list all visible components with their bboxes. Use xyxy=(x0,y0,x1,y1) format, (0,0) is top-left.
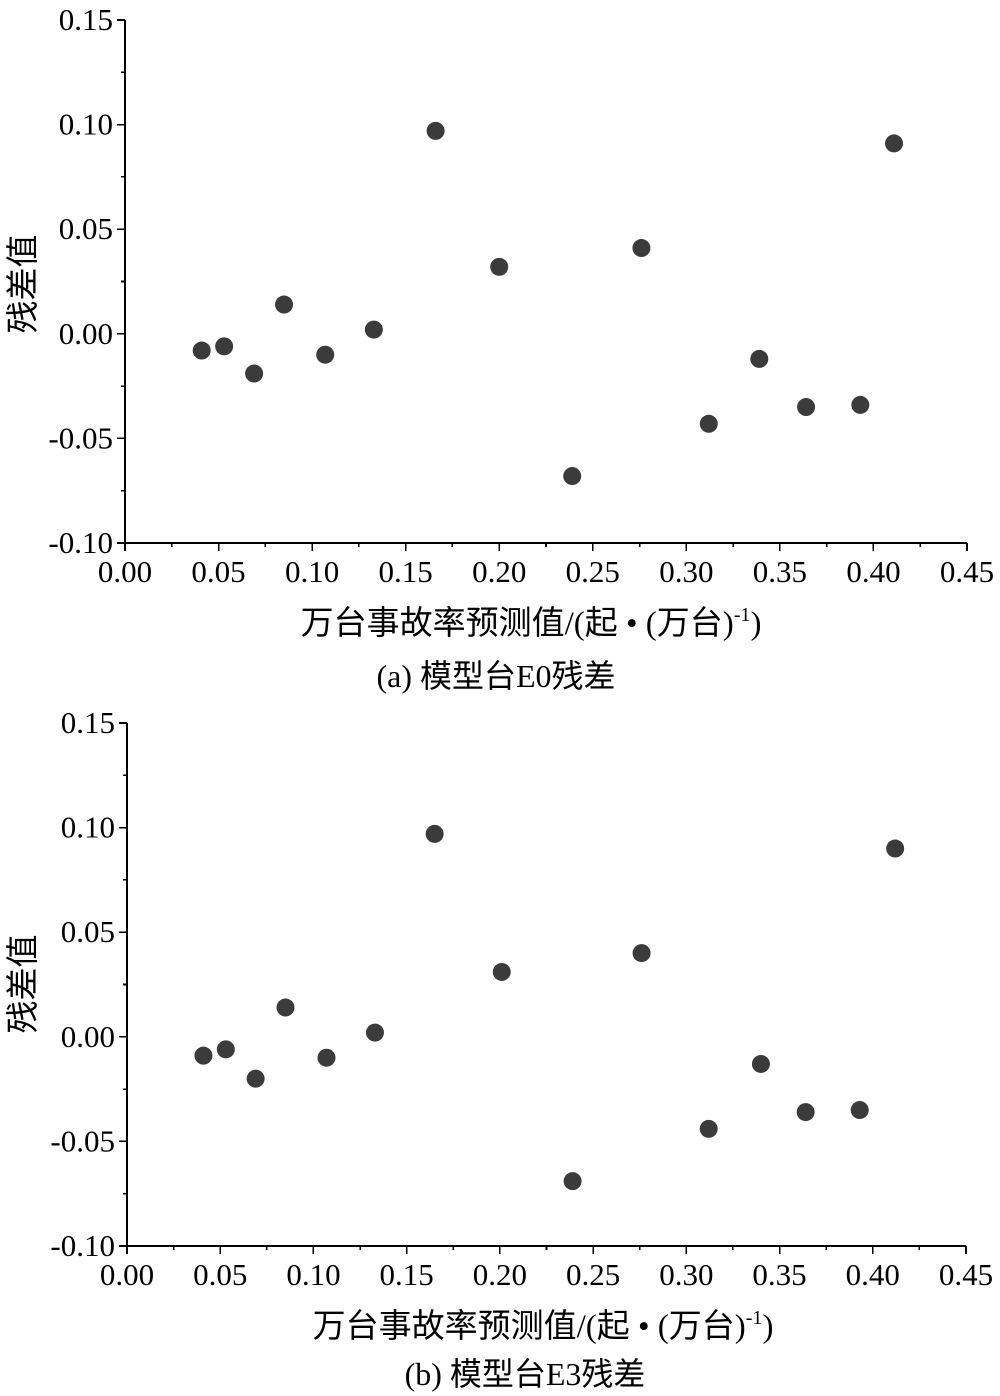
x-tick-label: 0.00 xyxy=(98,554,152,589)
y-tick-label: -0.10 xyxy=(50,1228,115,1263)
data-point xyxy=(563,1172,582,1191)
x-tick-label: 0.20 xyxy=(473,1257,527,1292)
x-tick-label: 0.10 xyxy=(285,554,339,589)
x-axis-label: 万台事故率预测值/(起 • (万台)-1) xyxy=(313,1307,774,1345)
x-axis-label-suffix: ) xyxy=(762,1309,773,1345)
y-tick-label: 0.15 xyxy=(59,2,113,37)
x-axis-label-main: 万台事故率预测值/(起 • (万台) xyxy=(301,605,734,642)
data-point xyxy=(632,944,651,963)
data-point xyxy=(425,824,444,843)
x-axis-label: 万台事故率预测值/(起 • (万台)-1) xyxy=(301,604,762,642)
data-point xyxy=(426,121,445,140)
x-axis-label-suffix: ) xyxy=(750,606,761,642)
x-axis-label-superscript: -1 xyxy=(746,1307,763,1329)
y-tick-label: -0.10 xyxy=(48,525,113,560)
x-tick-label: 0.00 xyxy=(100,1257,154,1292)
x-tick-label: 0.15 xyxy=(379,554,433,589)
x-tick-label: 0.05 xyxy=(191,554,245,589)
data-point xyxy=(850,1101,869,1120)
data-point xyxy=(194,1046,213,1065)
x-axis-label-superscript: -1 xyxy=(734,604,751,626)
y-tick-label: 0.10 xyxy=(61,810,115,845)
x-tick-label: 0.40 xyxy=(846,554,900,589)
data-point xyxy=(215,337,234,356)
y-tick-label: 0.00 xyxy=(59,316,113,351)
x-tick-label: 0.30 xyxy=(659,1257,713,1292)
data-point xyxy=(886,839,905,858)
y-axis-label: 残差值 xyxy=(5,935,42,1034)
x-tick-label: 0.35 xyxy=(752,1257,806,1292)
data-point xyxy=(885,134,904,153)
y-tick-label: 0.05 xyxy=(59,211,113,246)
x-tick-label: 0.30 xyxy=(659,554,713,589)
x-tick-label: 0.10 xyxy=(286,1257,340,1292)
x-tick-label: 0.20 xyxy=(472,554,526,589)
x-tick-label: 0.25 xyxy=(566,1257,620,1292)
x-tick-label: 0.45 xyxy=(939,1257,993,1292)
data-point xyxy=(317,1048,336,1067)
data-point xyxy=(276,998,295,1017)
data-point xyxy=(699,414,718,433)
data-point xyxy=(365,1023,384,1042)
x-tick-label: 0.05 xyxy=(193,1257,247,1292)
y-axis-label: 残差值 xyxy=(5,235,42,334)
data-point xyxy=(699,1119,718,1138)
data-point xyxy=(492,962,511,981)
y-tick-label: -0.05 xyxy=(48,420,113,455)
x-tick-label: 0.40 xyxy=(846,1257,900,1292)
x-tick-label: 0.35 xyxy=(753,554,807,589)
data-point xyxy=(750,349,769,368)
data-point xyxy=(246,1069,265,1088)
x-tick-label: 0.15 xyxy=(380,1257,434,1292)
y-tick-label: -0.05 xyxy=(50,1123,115,1158)
chart-panel-a: -0.10 -0.05 0.00 0.05 0.10 0.15 0.00 0.05 0.10 0.… xyxy=(5,2,994,694)
data-point xyxy=(490,257,509,276)
data-point xyxy=(316,345,335,364)
y-tick-label: 0.00 xyxy=(61,1019,115,1054)
chart-caption: (b) 模型台E3残差 xyxy=(405,1356,646,1392)
data-point xyxy=(851,395,870,414)
data-point xyxy=(563,467,582,486)
chart-panel-b: -0.10 -0.05 0.00 0.05 0.10 0.15 0.00 0.05 0.10 0.… xyxy=(5,705,993,1392)
data-point xyxy=(245,364,264,383)
chart-caption: (a) 模型台E0残差 xyxy=(376,658,615,694)
x-axis-label-main: 万台事故率预测值/(起 • (万台) xyxy=(313,1308,746,1345)
data-point xyxy=(751,1054,770,1073)
x-tick-label: 0.25 xyxy=(566,554,620,589)
data-point xyxy=(364,320,383,339)
y-tick-label: 0.10 xyxy=(59,107,113,142)
y-tick-label: 0.05 xyxy=(61,914,115,949)
data-point xyxy=(632,239,651,258)
x-tick-label: 0.45 xyxy=(940,554,994,589)
y-tick-label: 0.15 xyxy=(61,705,115,740)
data-point xyxy=(275,295,294,314)
data-point xyxy=(796,1103,815,1122)
data-point xyxy=(216,1040,235,1059)
data-point xyxy=(797,398,816,417)
data-point xyxy=(192,341,211,360)
